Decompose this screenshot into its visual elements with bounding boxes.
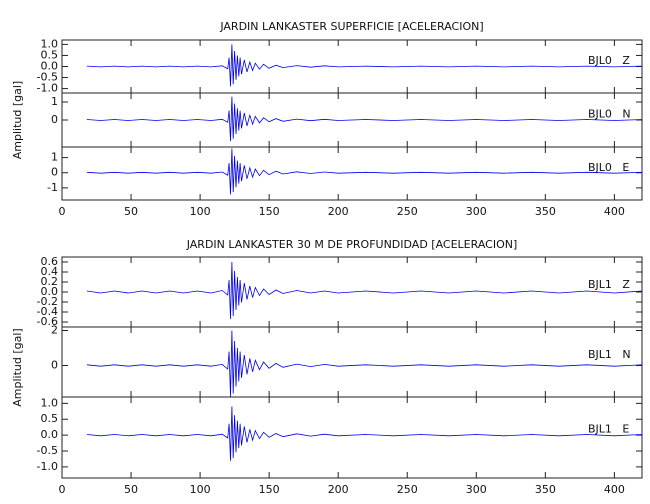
x-tick-label: 0 [59, 483, 66, 496]
station-label: BJL1 E [588, 422, 629, 435]
station-label: BJL1 Z [588, 278, 630, 291]
y-tick-label: 1 [51, 95, 58, 108]
y-tick-label: 0 [51, 359, 58, 372]
y-tick-label: 0.5 [41, 48, 59, 61]
x-tick-label: 250 [397, 483, 418, 496]
x-tick-label: 50 [124, 483, 138, 496]
y-tick-label: -0.2 [37, 295, 58, 308]
x-tick-label: 100 [190, 483, 211, 496]
trace [86, 406, 643, 461]
x-tick-label: 100 [190, 205, 211, 218]
y-tick-label: 0.0 [41, 60, 59, 73]
trace [86, 148, 643, 195]
y-tick-label: 0.0 [41, 428, 59, 441]
y-tick-label: 0.4 [41, 265, 59, 278]
x-tick-label: 400 [604, 205, 625, 218]
station-label: BJL0 E [588, 161, 629, 174]
y-tick-label: -0.5 [37, 71, 58, 84]
x-tick-label: 300 [466, 483, 487, 496]
x-tick-label: 350 [535, 483, 556, 496]
station-label: BJL0 Z [588, 54, 630, 67]
x-tick-label: 350 [535, 205, 556, 218]
x-tick-label: 200 [328, 205, 349, 218]
y-tick-label: 0 [51, 113, 58, 126]
trace [86, 96, 643, 142]
x-tick-label: 0 [59, 205, 66, 218]
chart-title: JARDIN LANKASTER SUPERFICIE [ACELERACION… [219, 20, 483, 33]
y-tick-label: 1.0 [41, 37, 59, 50]
panel-frame [61, 146, 643, 201]
y-tick-label: -0.6 [37, 315, 58, 328]
panel-frame [61, 396, 643, 479]
y-tick-label: 1 [51, 151, 58, 164]
x-tick-label: 200 [328, 483, 349, 496]
y-tick-label: 0 [51, 166, 58, 179]
station-label: BJL1 N [588, 348, 631, 361]
y-tick-label: -1.0 [37, 460, 58, 473]
y-tick-label: -1 [47, 181, 58, 194]
x-tick-label: 250 [397, 205, 418, 218]
x-tick-label: 50 [124, 205, 138, 218]
x-tick-label: 300 [466, 205, 487, 218]
y-axis-label: Amplitud [gal] [11, 81, 24, 159]
x-tick-label: 150 [259, 205, 280, 218]
y-tick-label: 2 [51, 324, 58, 337]
y-tick-label: 0.2 [41, 275, 59, 288]
y-tick-label: 0.0 [41, 285, 59, 298]
y-tick-label: 0.6 [41, 255, 59, 268]
station-label: BJL0 N [588, 108, 631, 121]
y-tick-label: -0.5 [37, 444, 58, 457]
y-tick-label: 1.0 [41, 396, 59, 409]
y-tick-label: -1.0 [37, 82, 58, 95]
y-tick-label: 0.5 [41, 412, 59, 425]
y-axis-label: Amplitud [gal] [11, 328, 24, 406]
panel-frame [61, 326, 643, 398]
trace [86, 261, 643, 320]
y-tick-label: -0.4 [37, 305, 58, 318]
x-tick-label: 150 [259, 483, 280, 496]
trace [86, 330, 643, 398]
x-tick-label: 400 [604, 483, 625, 496]
chart-title: JARDIN LANKASTER 30 M DE PROFUNDIDAD [AC… [186, 238, 518, 251]
trace [86, 44, 643, 87]
